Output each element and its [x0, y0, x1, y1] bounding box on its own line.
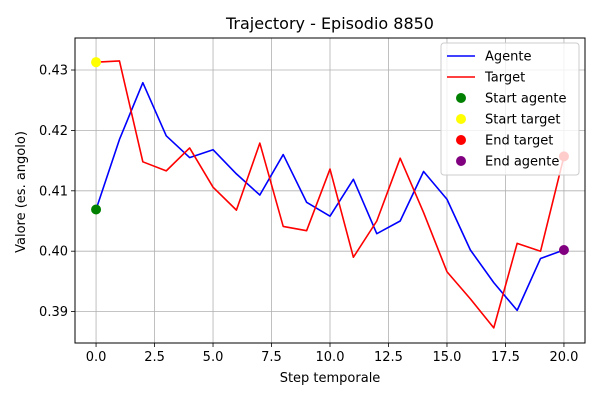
x-axis-label: Step temporale [280, 371, 381, 386]
series-line-agente [95, 81, 565, 312]
x-tick-label: 2.5 [144, 350, 165, 365]
legend: Agente Target Start agente Start target End … [440, 42, 580, 176]
x-tick-label: 7.5 [261, 350, 282, 365]
series-lines [95, 60, 565, 329]
legend-swatch-end-agente [456, 156, 466, 166]
x-tick-label: 15.0 [432, 350, 461, 365]
legend-label-end-target: End target [485, 134, 553, 149]
legend-swatch-end-target [456, 135, 466, 145]
legend-label-target: Target [484, 71, 525, 86]
y-axis-ticks: 0.39 0.40 0.41 0.42 0.43 [39, 64, 75, 320]
y-tick-label: 0.42 [39, 124, 68, 139]
x-tick-label: 17.5 [491, 350, 520, 365]
x-tick-label: 12.5 [374, 350, 403, 365]
series-line-target [96, 60, 565, 329]
y-tick-label: 0.43 [39, 64, 68, 79]
legend-label-start-target: Start target [485, 113, 560, 128]
x-tick-label: 20.0 [549, 350, 578, 365]
marker-end-agente [558, 244, 569, 255]
legend-label-agente: Agente [485, 50, 531, 65]
legend-swatch-start-target [456, 114, 466, 124]
x-tick-label: 0.0 [86, 350, 107, 365]
x-tick-label: 10.0 [316, 350, 345, 365]
y-axis-label: Valore (es. angolo) [14, 131, 29, 253]
x-axis-ticks: 0.0 2.5 5.0 7.5 10.0 12.5 15.0 17.5 20.0 [86, 343, 578, 365]
y-tick-label: 0.40 [39, 245, 68, 260]
chart-title: Trajectory - Episodio 8850 [225, 14, 434, 33]
marker-start-agente [91, 204, 102, 215]
legend-swatch-start-agente [456, 93, 466, 103]
legend-label-start-agente: Start agente [485, 92, 566, 107]
y-tick-label: 0.41 [39, 184, 68, 199]
y-tick-label: 0.39 [39, 305, 68, 320]
x-tick-label: 5.0 [203, 350, 224, 365]
legend-box [440, 42, 580, 176]
marker-start-target [91, 57, 102, 68]
legend-label-end-agente: End agente [485, 155, 559, 170]
